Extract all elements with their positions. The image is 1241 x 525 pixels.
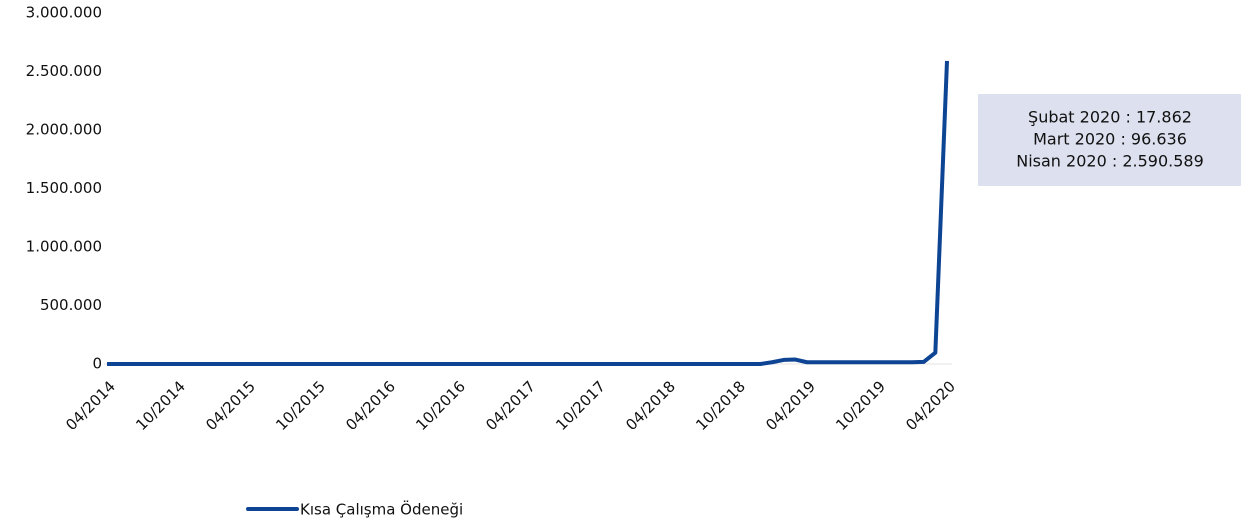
line (107, 60, 949, 366)
y-tick-label: 1.500.000 (26, 179, 102, 197)
y-tick-label: 0 (92, 355, 102, 373)
x-tick-label: 04/2019 (762, 377, 819, 434)
x-tick-label: 04/2016 (342, 377, 399, 434)
x-tick-label: 10/2015 (272, 377, 329, 434)
x-tick-label: 04/2017 (482, 377, 539, 434)
y-tick-label: 2.500.000 (26, 62, 102, 80)
x-tick-label: 10/2017 (552, 377, 609, 434)
annotation: Nisan 2020 : 2.590.589 (1016, 152, 1204, 171)
y-tick-label: 500.000 (40, 296, 102, 314)
x-tick-label: 10/2016 (412, 377, 469, 434)
x-tick-label: 10/2014 (132, 377, 189, 434)
x-tick-label: 04/2015 (202, 377, 259, 434)
legend-label: Kısa Çalışma Ödeneği (300, 500, 463, 519)
y-tick-label: 1.000.000 (26, 238, 102, 256)
y-tick-label: 3.000.000 (26, 4, 102, 22)
x-tick-label: 10/2018 (692, 377, 749, 434)
x-tick-label: 04/2020 (902, 377, 959, 434)
x-tick-label: 10/2019 (832, 377, 889, 434)
annotation: Mart 2020 : 96.636 (1033, 130, 1187, 149)
annotation-box (978, 94, 1241, 186)
x-tick-label: 04/2014 (62, 377, 119, 434)
y-tick-label: 2.000.000 (26, 121, 102, 139)
annotation: Şubat 2020 : 17.862 (1028, 108, 1192, 127)
x-tick-label: 04/2018 (622, 377, 679, 434)
